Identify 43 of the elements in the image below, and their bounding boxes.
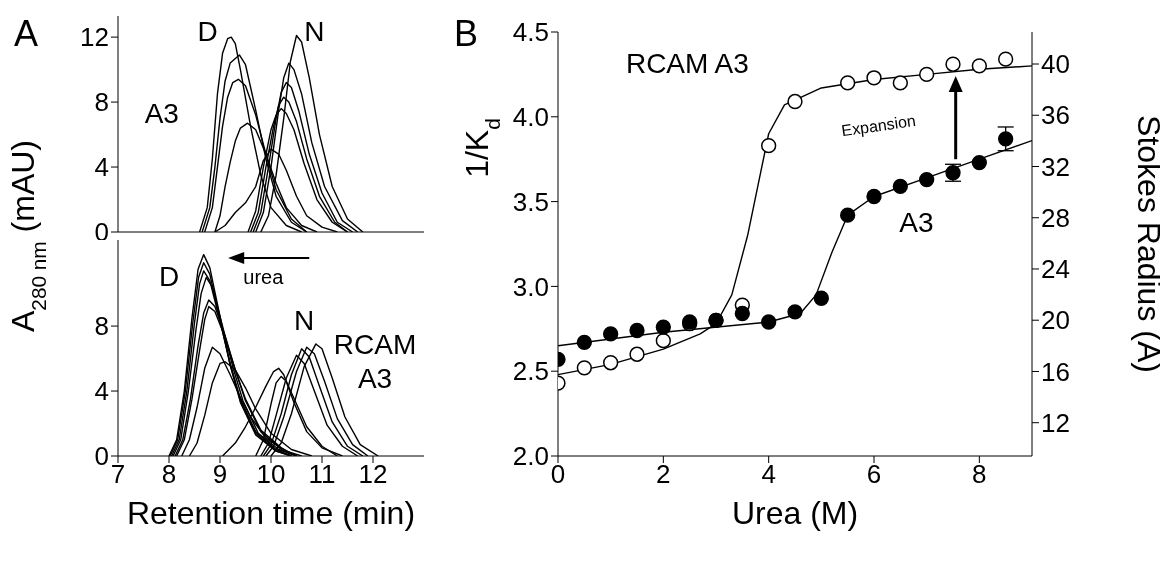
x-axis-title: Retention time (min) <box>126 495 416 531</box>
y2-tick-label: 12 <box>1041 407 1070 438</box>
annotation: N <box>293 304 315 336</box>
annotation: A3 <box>144 98 179 130</box>
x-tick-label: 9 <box>212 459 228 490</box>
y2-tick-label: 40 <box>1041 49 1070 80</box>
y2-tick-label: 36 <box>1041 100 1070 131</box>
annotation: N <box>304 16 325 48</box>
text: A <box>13 13 39 54</box>
annotation: D <box>158 260 180 292</box>
x-tick-label: 8 <box>161 459 177 490</box>
y-tick-label: 8 <box>94 311 109 342</box>
annotation: Expansion <box>840 111 917 140</box>
y2-tick-label: 28 <box>1041 202 1070 233</box>
text: B <box>453 13 479 54</box>
y-tick-label: 8 <box>94 87 109 118</box>
x-tick-label: 11 <box>308 459 336 490</box>
x-axis-title: Urea (M) <box>731 495 859 531</box>
y-tick-label: 4.5 <box>512 17 549 48</box>
x-tick-label: 10 <box>256 459 286 490</box>
x-tick-label: 8 <box>972 459 987 490</box>
x-tick-label: 2 <box>656 459 671 490</box>
y-tick-label: 3.0 <box>512 271 549 302</box>
annotation: D <box>197 16 218 48</box>
y-tick-label: 2.0 <box>512 441 549 472</box>
y2-tick-label: 32 <box>1041 151 1070 182</box>
y-tick-label: 4 <box>94 152 109 183</box>
x-tick-label: 6 <box>866 459 882 490</box>
y-tick-label: 2.5 <box>512 356 549 387</box>
x-tick-label: 12 <box>358 459 388 490</box>
annotation: A3 <box>899 207 934 239</box>
y-tick-label: 4.0 <box>512 102 549 133</box>
x-tick-label: 7 <box>110 459 126 490</box>
y-tick-label: 4 <box>94 376 109 407</box>
annotation: RCAM A3 <box>625 47 749 79</box>
y2-tick-label: 16 <box>1041 356 1070 387</box>
y-tick-label: 3.5 <box>512 186 549 217</box>
y2-tick-label: 24 <box>1041 254 1070 285</box>
y-tick-label: 12 <box>80 22 109 53</box>
annotation: urea <box>243 265 285 288</box>
x-tick-label: 4 <box>761 459 776 490</box>
annotation: RCAM A3 <box>333 329 417 395</box>
y2-tick-label: 20 <box>1041 305 1070 336</box>
